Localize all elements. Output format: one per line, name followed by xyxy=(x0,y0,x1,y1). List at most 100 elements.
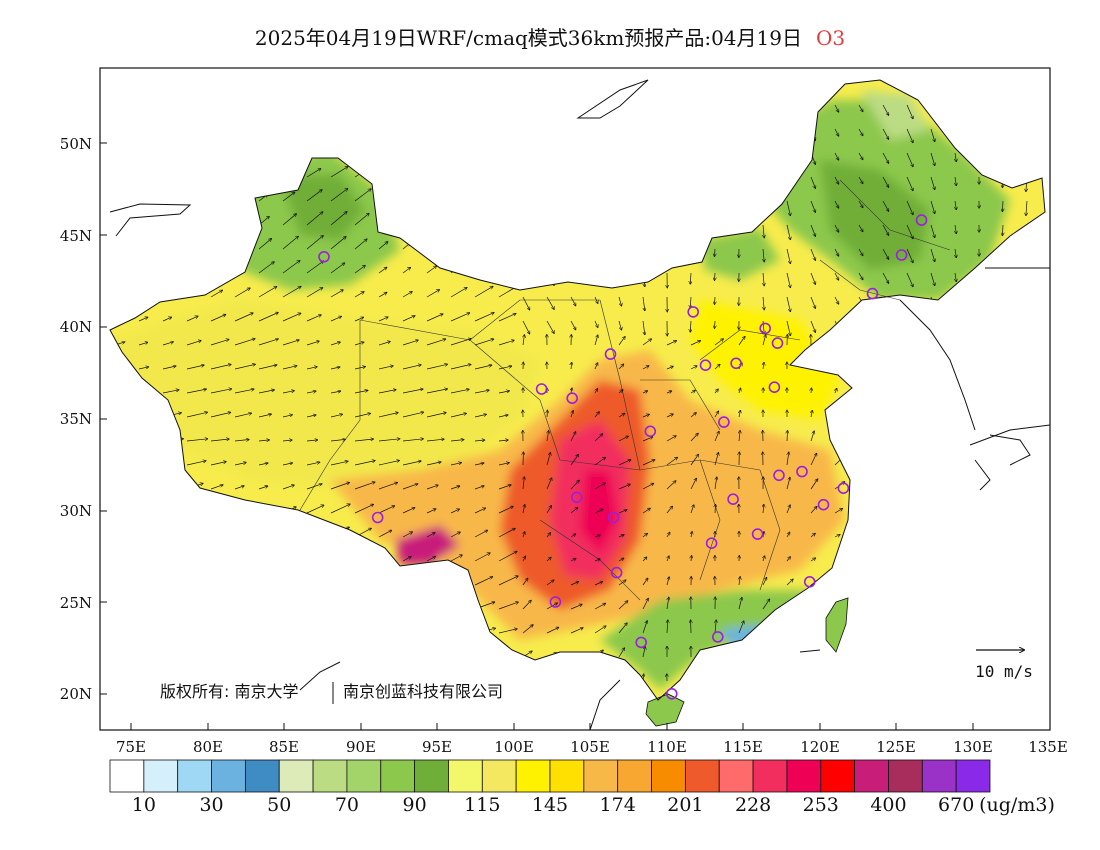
wind-arrow xyxy=(210,364,231,370)
wind-arrow xyxy=(378,439,400,442)
wind-arrow xyxy=(811,410,812,418)
wind-arrow xyxy=(834,128,839,136)
wind-arrow xyxy=(186,341,201,346)
wind-arrow xyxy=(306,341,319,346)
station-marker xyxy=(837,482,850,495)
wind-arrow xyxy=(715,248,716,256)
wind-arrow xyxy=(786,248,790,264)
wind-arrow xyxy=(666,577,669,586)
wind-arrow xyxy=(642,578,648,586)
wind-arrow xyxy=(306,505,324,514)
wind-arrow xyxy=(810,296,815,308)
wind-arrow xyxy=(402,557,411,562)
lon-label-105: 105E xyxy=(570,738,610,756)
wind-arrow xyxy=(378,413,398,418)
wind-arrow xyxy=(594,559,600,561)
wind-arrow xyxy=(354,413,370,418)
wind-arrow xyxy=(786,200,790,216)
colorbar-cell xyxy=(820,759,856,793)
wind-arrow xyxy=(594,626,606,634)
colorbar-cell xyxy=(346,759,382,793)
wind-arrow xyxy=(282,440,292,441)
field-east-yellow xyxy=(690,300,840,420)
wind-arrow xyxy=(715,272,716,280)
wind-arrow xyxy=(210,439,229,442)
wind-arrow xyxy=(834,224,839,232)
wind-arrow xyxy=(282,214,296,226)
wind-arrow xyxy=(882,128,889,139)
wind-arrow xyxy=(882,152,889,163)
wind-arrow xyxy=(810,431,814,442)
wind-arrow xyxy=(354,439,373,442)
wind-arrow xyxy=(714,431,719,442)
wind-arrow xyxy=(786,320,790,336)
wind-arrow xyxy=(787,431,788,442)
wind-arrow xyxy=(594,603,606,610)
colorbar-label: 90 xyxy=(403,794,427,816)
colorbar-cell xyxy=(278,759,314,793)
wind-arrow xyxy=(330,167,348,178)
wind-arrow xyxy=(739,577,740,586)
wind-arrow xyxy=(162,317,172,322)
wind-arrow xyxy=(282,463,293,466)
wind-arrow xyxy=(402,389,423,394)
wind-arrow xyxy=(955,224,956,234)
wind-arrow xyxy=(330,263,345,274)
station-marker xyxy=(566,392,579,405)
wind-arrow xyxy=(642,437,653,442)
wind-arrow xyxy=(570,480,579,490)
lon-label-110: 110E xyxy=(647,738,687,756)
colorbar-cell xyxy=(888,759,923,793)
wind-arrow xyxy=(426,439,444,442)
wind-arrow xyxy=(618,601,628,610)
wind-arrow xyxy=(930,152,935,166)
axis-ticks xyxy=(100,142,974,730)
wind-arrow xyxy=(282,236,298,250)
wind-arrow xyxy=(906,224,913,239)
wind-arrow xyxy=(715,477,717,490)
colorbar-cell xyxy=(583,759,619,793)
wind-arrow xyxy=(426,485,438,490)
wind-arrow xyxy=(570,508,578,514)
wind-arrow xyxy=(378,461,399,466)
wind-arrow xyxy=(858,128,863,136)
wind-arrow xyxy=(858,272,863,280)
wind-arrow xyxy=(474,286,493,298)
wind-arrow xyxy=(498,506,513,514)
wind-arrow xyxy=(426,533,435,538)
wind-arrow xyxy=(739,388,741,394)
wind-arrow xyxy=(1002,224,1003,236)
station-marker xyxy=(727,493,739,506)
wind-arrow xyxy=(786,452,789,466)
lon-label-80: 80E xyxy=(193,738,223,756)
wind-arrow xyxy=(739,410,740,418)
wind-arrow xyxy=(378,317,388,322)
wind-arrow xyxy=(594,483,605,490)
wind-arrow xyxy=(378,292,387,298)
lat-label-35: 35N xyxy=(60,410,92,428)
wind-arrow xyxy=(330,504,350,514)
wind-arrow xyxy=(786,579,793,586)
wind-arrow xyxy=(306,236,323,250)
wind-arrow xyxy=(354,239,367,250)
wind-arrow xyxy=(570,604,582,610)
wind-arrow xyxy=(402,365,421,370)
wind-arrow xyxy=(210,389,232,394)
station-marker xyxy=(759,322,772,335)
wind-arrow xyxy=(450,413,466,418)
wind-arrow xyxy=(186,439,208,442)
wind-arrow xyxy=(594,582,603,586)
wind-arrow xyxy=(474,530,488,538)
wind-arrow xyxy=(858,152,863,160)
wind-arrow xyxy=(138,317,148,322)
wind-arrow xyxy=(474,463,484,465)
station-marker xyxy=(371,511,384,524)
field-mongolia-green xyxy=(700,228,780,280)
wind-arrow xyxy=(786,296,790,312)
wind-arrow xyxy=(715,504,716,514)
lon-label-90: 90E xyxy=(346,738,376,756)
wind-arrow xyxy=(642,296,645,311)
wind-arrow xyxy=(547,431,549,442)
wind-arrow xyxy=(186,412,207,418)
wind-arrow xyxy=(762,599,770,610)
